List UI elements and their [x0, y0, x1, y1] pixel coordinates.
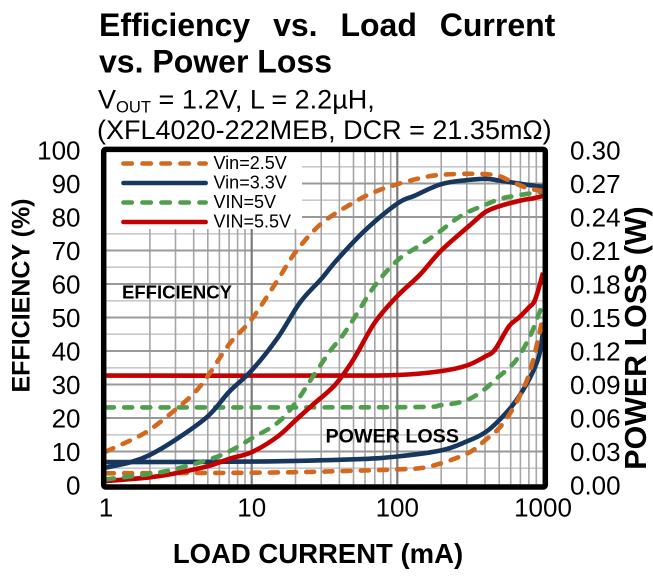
svg-text:VIN=5.5V: VIN=5.5V: [214, 211, 292, 231]
svg-text:80: 80: [52, 202, 81, 232]
svg-text:0.00: 0.00: [570, 470, 621, 500]
svg-text:100: 100: [376, 493, 419, 523]
svg-text:POWER LOSS: POWER LOSS: [326, 426, 459, 448]
svg-text:1000: 1000: [514, 493, 572, 523]
svg-text:70: 70: [52, 236, 81, 266]
svg-text:50: 50: [52, 303, 81, 333]
svg-text:0.12: 0.12: [570, 336, 621, 366]
svg-text:vs. Power Loss: vs. Power Loss: [99, 44, 332, 80]
svg-text:30: 30: [52, 370, 81, 400]
svg-text:0.21: 0.21: [570, 236, 621, 266]
svg-text:90: 90: [52, 169, 81, 199]
svg-text:1: 1: [99, 493, 113, 523]
svg-text:EFFICIENCY (%): EFFICIENCY (%): [8, 199, 36, 393]
svg-text:40: 40: [52, 336, 81, 366]
svg-text:VIN=5V: VIN=5V: [214, 192, 277, 212]
svg-text:0.15: 0.15: [570, 303, 621, 333]
svg-text:Vin=3.3V: Vin=3.3V: [214, 172, 287, 192]
svg-text:60: 60: [52, 269, 81, 299]
svg-text:0.24: 0.24: [570, 202, 621, 232]
svg-text:0.09: 0.09: [570, 370, 621, 400]
svg-text:10: 10: [52, 437, 81, 467]
svg-text:EFFICIENCY: EFFICIENCY: [122, 282, 233, 303]
svg-text:(XFL4020-222MEB, DCR = 21.35mΩ: (XFL4020-222MEB, DCR = 21.35mΩ): [97, 115, 552, 145]
svg-text:0.18: 0.18: [570, 269, 621, 299]
svg-text:0.27: 0.27: [570, 169, 621, 199]
svg-text:LOAD CURRENT (mA): LOAD CURRENT (mA): [173, 538, 463, 569]
svg-text:POWER LOSS (W): POWER LOSS (W): [619, 206, 653, 469]
svg-text:20: 20: [52, 403, 81, 433]
svg-text:0: 0: [66, 470, 80, 500]
svg-text:Vin=2.5V: Vin=2.5V: [214, 153, 287, 173]
svg-text:0.03: 0.03: [570, 437, 621, 467]
svg-text:0.30: 0.30: [570, 135, 621, 165]
svg-text:10: 10: [237, 493, 266, 523]
svg-text:100: 100: [37, 135, 80, 165]
svg-text:Efficiency vs. Load Current: Efficiency vs. Load Current: [99, 7, 556, 43]
svg-text:0.06: 0.06: [570, 403, 621, 433]
